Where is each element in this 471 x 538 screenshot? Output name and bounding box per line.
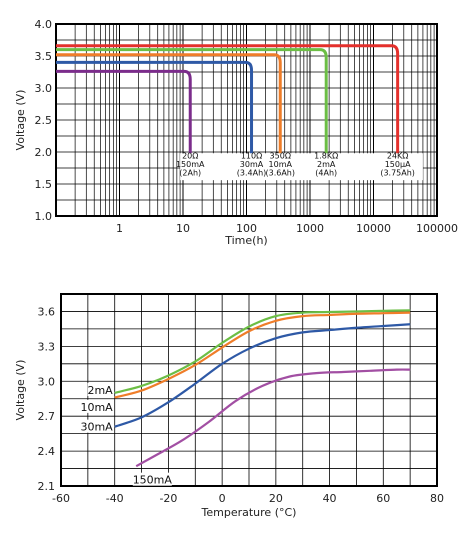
- series-label: 150mA: [133, 474, 173, 487]
- discharge-curve-4: [56, 44, 400, 154]
- x-tick-label: 80: [430, 492, 444, 505]
- plot-frame: [55, 23, 438, 217]
- curve-annotation: (4Ah): [315, 168, 337, 177]
- series-label: 10mA: [80, 401, 113, 414]
- curve-annotation: (3.75Ah): [380, 168, 415, 177]
- series-line-150mA: [135, 368, 411, 468]
- curve-annotation: 20Ω: [182, 151, 198, 160]
- series-label-background: [80, 399, 113, 413]
- y-tick-label: 3.3: [38, 340, 56, 353]
- x-axis-label: Time(h): [224, 234, 267, 247]
- curve-annotation: 30mA: [240, 160, 264, 169]
- x-tick-label: -40: [106, 492, 124, 505]
- x-tick-label: 100: [236, 222, 257, 235]
- y-tick-label: 2.4: [38, 445, 56, 458]
- y-tick-label: 2.0: [35, 146, 53, 159]
- discharge-curve-3: [56, 48, 328, 154]
- y-axis-label: Voltage (V): [14, 360, 27, 421]
- curve-annotation: 350Ω: [270, 151, 291, 160]
- curve-annotation: (3.6Ah): [265, 168, 295, 177]
- x-tick-label: -60: [52, 492, 70, 505]
- discharge-curve-0: [56, 69, 192, 154]
- series-label-background: [80, 419, 113, 433]
- series-line-2mA: [114, 309, 411, 394]
- series-line-10mA: [114, 311, 411, 399]
- y-tick-label: 2.1: [38, 480, 56, 493]
- curve-annotation: 24KΩ: [387, 151, 409, 160]
- y-tick-label: 2.5: [35, 114, 53, 127]
- x-tick-label: 60: [376, 492, 390, 505]
- y-tick-label: 2.7: [38, 410, 56, 423]
- curve-annotation: 150µA: [385, 160, 411, 169]
- series-label: 30mA: [80, 421, 113, 434]
- y-tick-label: 1.5: [35, 178, 53, 191]
- curve-annotation: (3.4Ah): [237, 168, 267, 177]
- y-tick-label: 1.0: [35, 210, 53, 223]
- x-tick-label: -20: [159, 492, 177, 505]
- x-tick-label: 20: [269, 492, 283, 505]
- curve-annotation: 1.8KΩ: [314, 151, 338, 160]
- y-tick-label: 3.0: [35, 82, 53, 95]
- y-tick-label: 3.0: [38, 375, 56, 388]
- x-tick-label: 10: [176, 222, 190, 235]
- curve-annotation: (2Ah): [179, 168, 201, 177]
- series-label: 2mA: [87, 384, 113, 397]
- x-axis-label: Temperature (°C): [201, 506, 297, 519]
- plot-frame: [60, 293, 438, 487]
- voltage-vs-temperature-chart: 2mA 10mA 30mA 150mA 2.1 2.4 2.7 3.0 3.3 3.6 -60 -40…: [14, 293, 444, 519]
- curve-annotation: 110Ω: [241, 151, 262, 160]
- curve-annotation: 2mA: [317, 160, 336, 169]
- series-label-background: [87, 383, 113, 396]
- series-label-background: [132, 472, 172, 486]
- y-tick-label: 3.5: [35, 50, 53, 63]
- x-tick-label: 10000: [356, 222, 391, 235]
- discharge-curve-1: [56, 60, 254, 154]
- series-line-30mA: [114, 323, 411, 428]
- y-tick-label: 4.0: [35, 18, 53, 31]
- y-axis-label: Voltage (V): [14, 90, 27, 151]
- annotation-background: [180, 153, 423, 181]
- x-tick-label: 1000: [296, 222, 324, 235]
- y-tick-label: 3.6: [38, 305, 56, 318]
- x-tick-label: 100000: [416, 222, 458, 235]
- x-tick-label: 40: [323, 492, 337, 505]
- x-tick-label: 0: [219, 492, 226, 505]
- discharge-curve-2: [56, 53, 282, 154]
- curve-annotation: 150mA: [176, 160, 205, 169]
- curve-annotation: 10mA: [269, 160, 293, 169]
- x-tick-label: 1: [116, 222, 123, 235]
